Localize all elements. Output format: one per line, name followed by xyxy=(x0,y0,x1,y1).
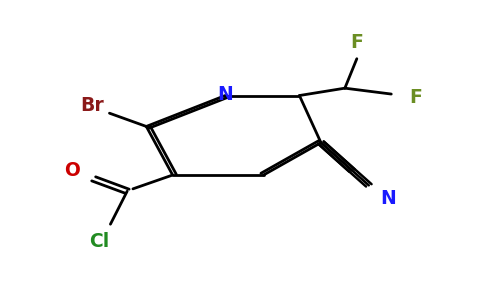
Text: F: F xyxy=(409,88,422,107)
Text: N: N xyxy=(217,85,233,104)
Text: Br: Br xyxy=(80,96,104,115)
Text: N: N xyxy=(380,189,396,208)
Text: Cl: Cl xyxy=(90,232,109,251)
Text: O: O xyxy=(64,160,80,179)
Text: F: F xyxy=(350,33,363,52)
